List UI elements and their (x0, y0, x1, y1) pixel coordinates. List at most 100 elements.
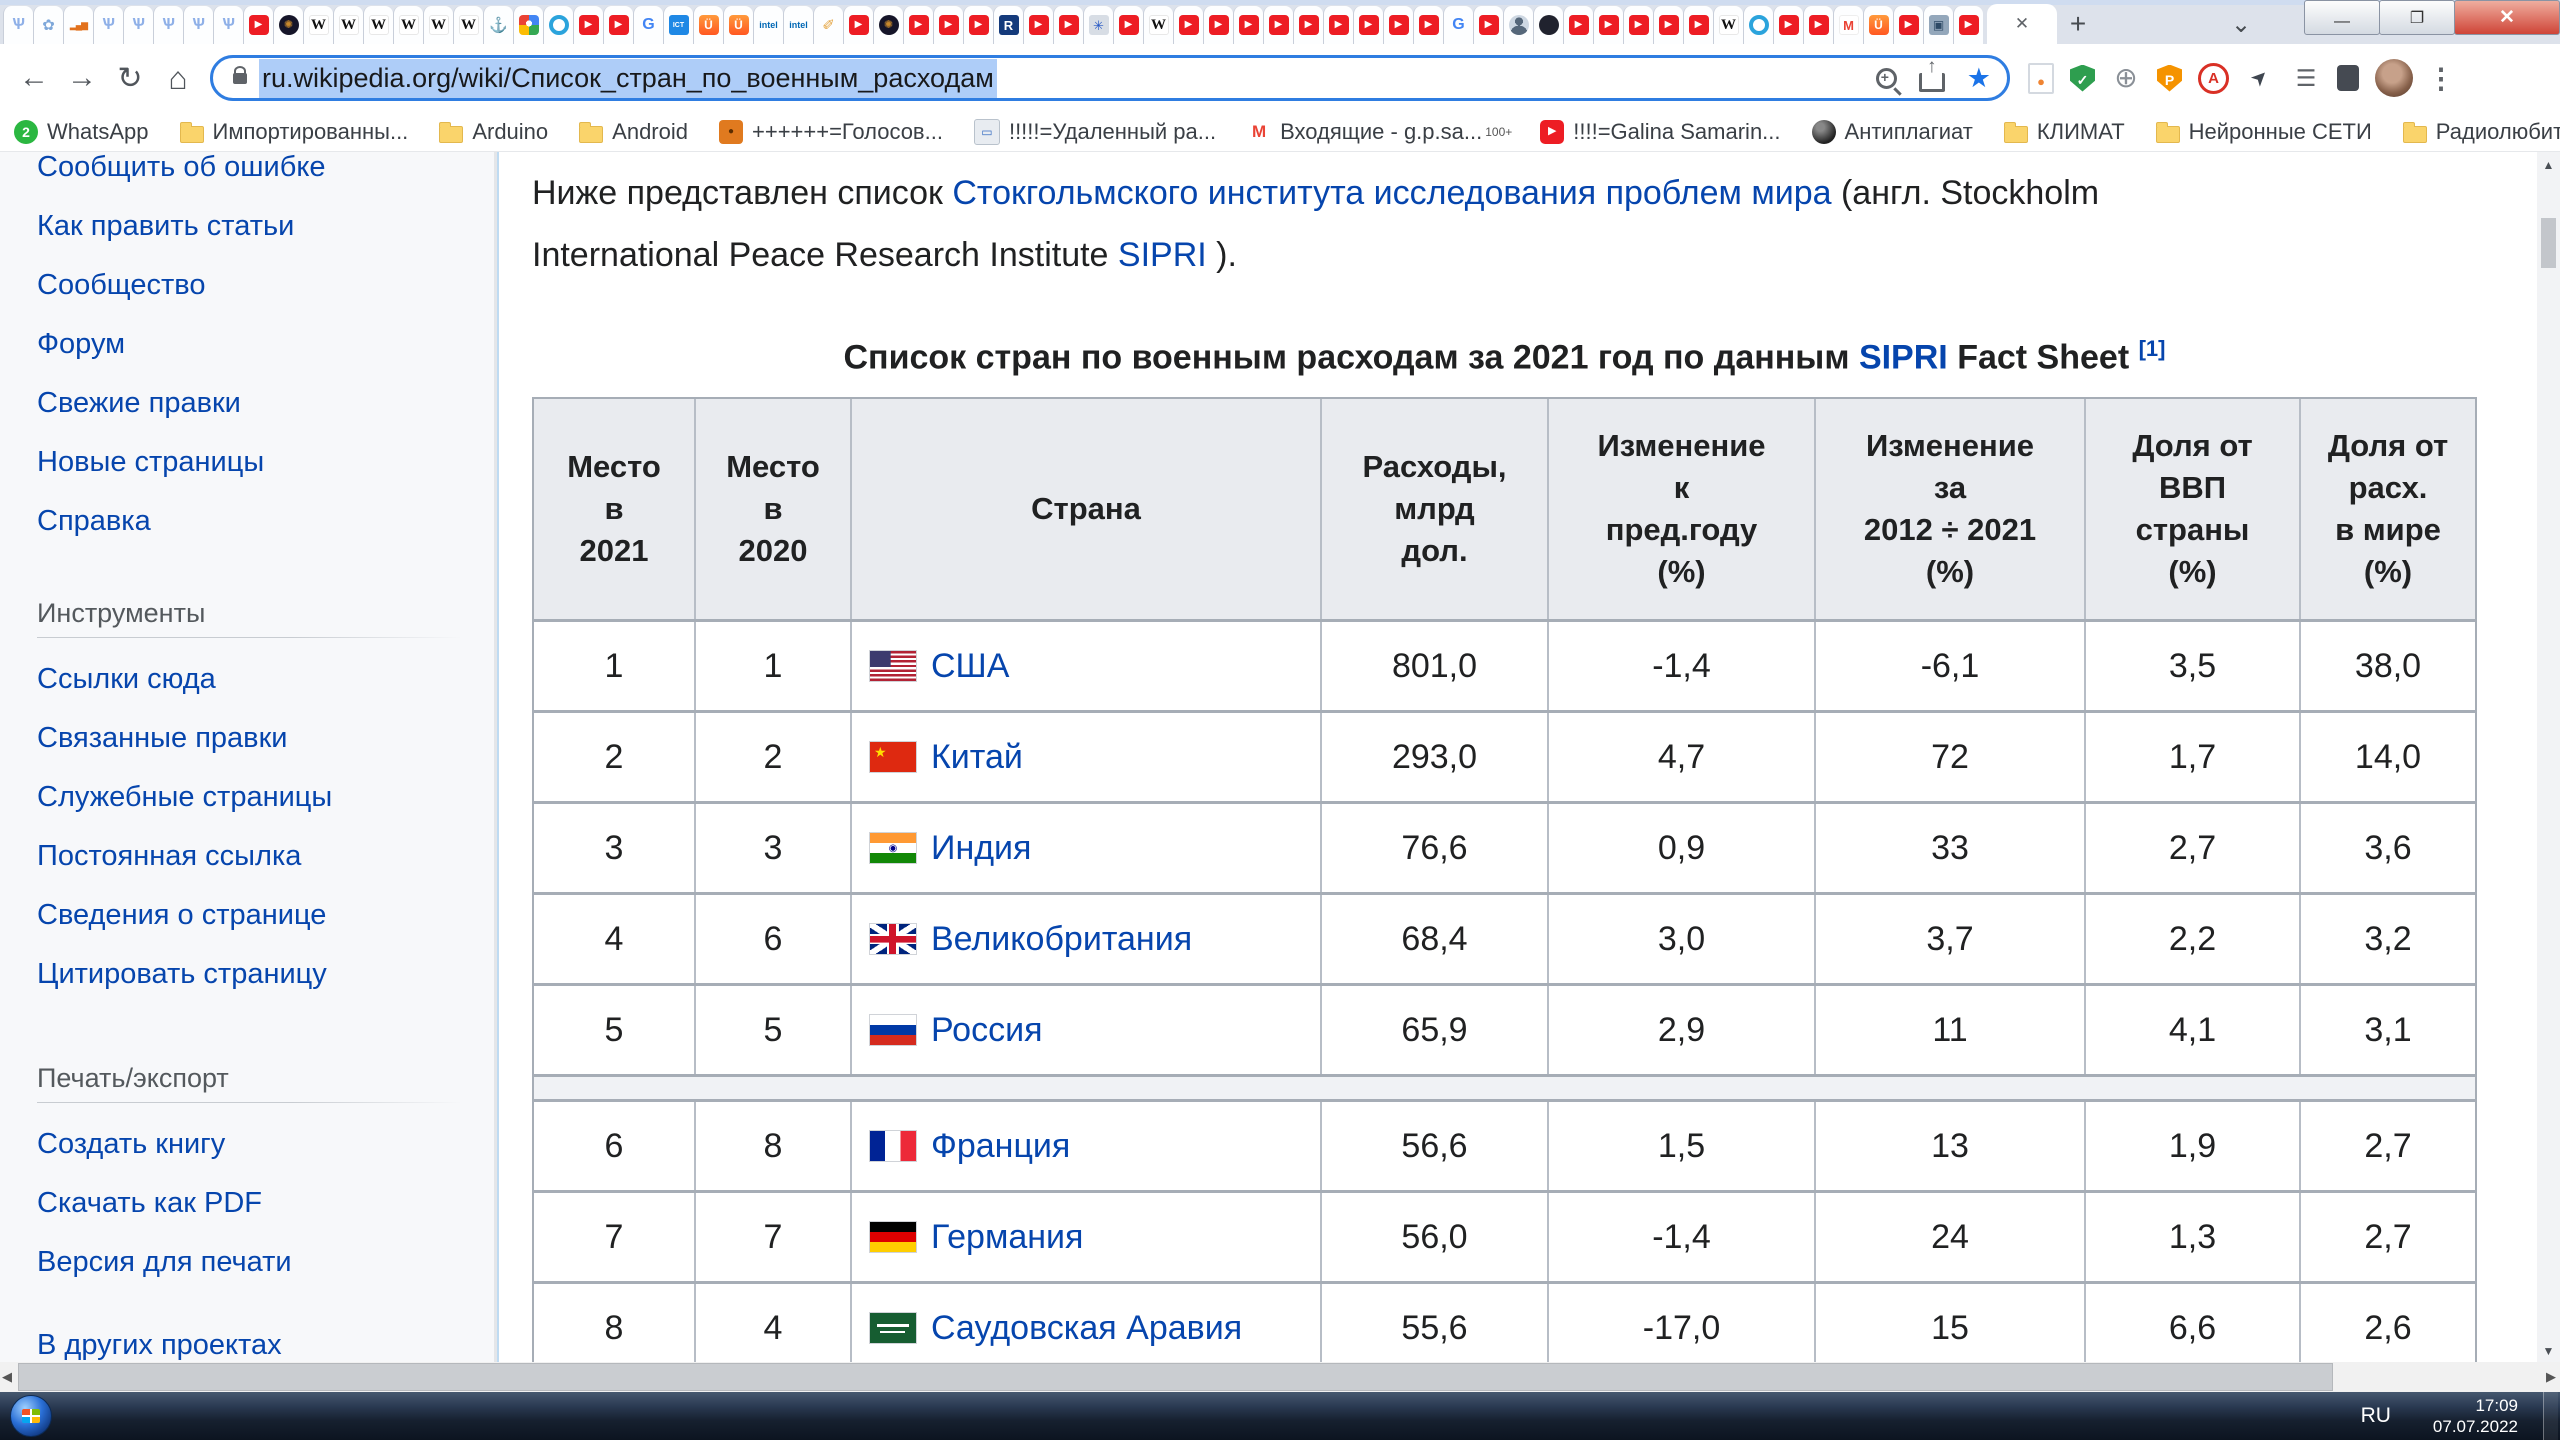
scroll-left-arrow-icon[interactable] (2, 1362, 12, 1392)
sidebar-link[interactable]: Скачать как PDF (37, 1187, 263, 1219)
pinned-tab[interactable] (1413, 6, 1443, 44)
new-tab-button[interactable] (2057, 4, 2099, 44)
pinned-tab[interactable] (363, 6, 393, 44)
taskbar-clock[interactable]: 17:09 07.07.2022 (2425, 1395, 2526, 1437)
home-button[interactable] (154, 54, 202, 102)
pinned-tab[interactable] (303, 6, 333, 44)
bookmark-star-icon[interactable] (1967, 63, 1991, 94)
country-link[interactable]: Россия (931, 1010, 1043, 1049)
bookmark-item[interactable]: Входящие - g.p.sa... 100+ (1247, 119, 1512, 145)
pinned-tab[interactable] (1803, 6, 1833, 44)
pinned-tab[interactable] (1293, 6, 1323, 44)
pinned-tab[interactable] (1083, 6, 1113, 44)
bookmark-item[interactable]: !!!!=Galina Samarin... (1540, 119, 1783, 145)
bookmark-item[interactable]: Android (579, 119, 691, 145)
pinned-tab[interactable] (1953, 6, 1983, 44)
bookmark-item[interactable]: КЛИМАТ (2003, 119, 2128, 145)
extension-icon[interactable] (2070, 64, 2095, 92)
pinned-tab[interactable] (1653, 6, 1683, 44)
pinned-tab[interactable] (633, 6, 663, 44)
pinned-tab[interactable] (483, 6, 513, 44)
extension-icon[interactable] (2337, 65, 2359, 91)
pinned-tab[interactable] (933, 6, 963, 44)
pinned-tab[interactable] (1473, 6, 1503, 44)
pinned-tab[interactable] (783, 6, 813, 44)
text-part[interactable]: SIPRI (1858, 338, 1948, 377)
pinned-tab[interactable] (903, 6, 933, 44)
bookmark-item[interactable]: WhatsApp (14, 119, 152, 145)
pinned-tab[interactable] (1263, 6, 1293, 44)
pinned-tab[interactable] (1923, 6, 1953, 44)
close-tab-icon[interactable] (2015, 14, 2029, 34)
pinned-tab[interactable] (1143, 6, 1173, 44)
sidebar-link[interactable]: Служебные страницы (37, 781, 333, 813)
pinned-tab[interactable] (1773, 6, 1803, 44)
pinned-tab[interactable] (33, 6, 63, 44)
pinned-tab[interactable] (1623, 6, 1653, 44)
sidebar-link[interactable]: Цитировать страницу (37, 958, 327, 990)
pinned-tab[interactable] (843, 6, 873, 44)
share-icon[interactable] (1918, 72, 1945, 92)
extension-icon[interactable] (2291, 63, 2321, 93)
extension-icon[interactable] (2028, 62, 2054, 94)
zoom-icon[interactable] (1875, 67, 1897, 89)
pinned-tab[interactable] (813, 6, 843, 44)
pinned-tab[interactable] (1053, 6, 1083, 44)
sidebar-link[interactable]: Сообщить об ошибке (37, 152, 326, 183)
pinned-tab[interactable] (1863, 6, 1893, 44)
sidebar-link[interactable]: Сведения о странице (37, 899, 327, 931)
pinned-tab[interactable] (453, 6, 483, 44)
pinned-tab[interactable] (963, 6, 993, 44)
scroll-right-arrow-icon[interactable] (2546, 1362, 2556, 1392)
pinned-tab[interactable] (1533, 6, 1563, 44)
sidebar-link[interactable]: Постоянная ссылка (37, 840, 302, 872)
minimize-button[interactable] (2304, 0, 2380, 35)
pinned-tab[interactable] (63, 6, 93, 44)
sidebar-link-cut[interactable]: В других проектах (37, 1329, 282, 1361)
pinned-tab[interactable] (753, 6, 783, 44)
country-link[interactable]: Китай (931, 737, 1023, 776)
url-text[interactable]: ru.wikipedia.org/wiki/Список_стран_по_во… (259, 58, 997, 98)
country-link[interactable]: Германия (931, 1217, 1084, 1256)
pinned-tab[interactable] (1833, 6, 1863, 44)
pinned-tab[interactable] (543, 6, 573, 44)
tab-search-chevron-icon[interactable] (2221, 4, 2261, 44)
pinned-tab[interactable] (3, 6, 33, 44)
scroll-up-arrow-icon[interactable] (2537, 156, 2560, 174)
bookmark-item[interactable]: !!!!!=Удаленный ра... (973, 118, 1219, 145)
country-link[interactable]: Саудовская Аравия (931, 1308, 1243, 1347)
bookmark-item[interactable]: Антиплагиат (1811, 119, 1976, 145)
pinned-tab[interactable] (153, 6, 183, 44)
sidebar-link[interactable]: Связанные правки (37, 722, 288, 754)
pinned-tab[interactable] (1743, 6, 1773, 44)
pinned-tab[interactable] (1563, 6, 1593, 44)
pinned-tab[interactable] (213, 6, 243, 44)
text-part[interactable]: [1] (2138, 336, 2166, 361)
pinned-tab[interactable] (393, 6, 423, 44)
forward-button[interactable] (58, 54, 106, 102)
show-desktop-button[interactable] (2543, 1392, 2558, 1440)
close-window-button[interactable] (2454, 0, 2560, 35)
extension-icon[interactable] (2111, 63, 2141, 93)
pinned-tab[interactable] (603, 6, 633, 44)
pinned-tab[interactable] (663, 6, 693, 44)
country-link[interactable]: Великобритания (931, 919, 1193, 958)
address-bar[interactable]: ru.wikipedia.org/wiki/Список_стран_по_во… (210, 55, 2010, 101)
extension-icon[interactable] (2239, 57, 2281, 99)
language-indicator[interactable]: RU (2360, 1404, 2391, 1427)
pinned-tab[interactable] (1203, 6, 1233, 44)
pinned-tab[interactable] (93, 6, 123, 44)
lock-icon[interactable] (233, 65, 247, 84)
pinned-tab[interactable] (873, 6, 903, 44)
pinned-tab[interactable] (273, 6, 303, 44)
pinned-tab[interactable] (333, 6, 363, 44)
pinned-tab[interactable] (243, 6, 273, 44)
pinned-tab[interactable] (1383, 6, 1413, 44)
pinned-tab[interactable] (1893, 6, 1923, 44)
pinned-tab[interactable] (1113, 6, 1143, 44)
country-link[interactable]: Франция (931, 1126, 1071, 1165)
pinned-tab[interactable] (993, 6, 1023, 44)
pinned-tab[interactable] (1323, 6, 1353, 44)
pinned-tab[interactable] (183, 6, 213, 44)
pinned-tab[interactable] (693, 6, 723, 44)
